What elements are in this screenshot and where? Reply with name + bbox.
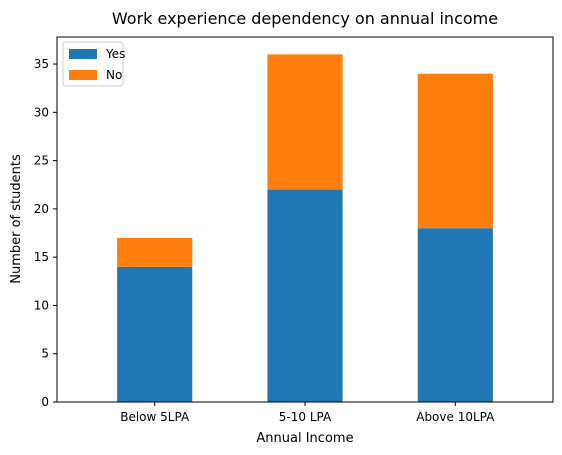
y-axis: 0 5 10 15 20 25 30 35	[34, 57, 57, 409]
legend-swatch-yes	[69, 49, 97, 59]
y-tick-label: 0	[41, 395, 49, 409]
x-tick-label: Above 10LPA	[416, 410, 495, 424]
chart-title: Work experience dependency on annual inc…	[112, 9, 498, 28]
bar-yes-2	[417, 228, 493, 402]
x-tick-label: 5-10 LPA	[279, 410, 332, 424]
legend: Yes No	[62, 41, 125, 87]
plot-area	[117, 54, 493, 402]
x-axis: Below 5LPA 5-10 LPA Above 10LPA	[120, 402, 495, 424]
y-tick-label: 10	[34, 298, 49, 312]
bar-no-0	[117, 237, 193, 267]
y-tick-label: 5	[41, 347, 49, 361]
y-tick-label: 35	[34, 57, 49, 71]
x-axis-label: Annual Income	[256, 431, 353, 446]
y-tick-label: 25	[34, 154, 49, 168]
bar-no-1	[267, 54, 343, 190]
y-tick-label: 20	[34, 202, 49, 216]
y-axis-label: Number of students	[9, 154, 24, 284]
bar-yes-1	[267, 189, 343, 402]
legend-label-yes: Yes	[105, 47, 125, 61]
bar-yes-0	[117, 266, 193, 402]
x-tick-label: Below 5LPA	[120, 410, 190, 424]
legend-swatch-no	[69, 70, 97, 80]
legend-label-no: No	[106, 68, 122, 82]
bar-no-2	[417, 73, 493, 229]
y-tick-label: 15	[34, 250, 49, 264]
y-tick-label: 30	[34, 105, 49, 119]
